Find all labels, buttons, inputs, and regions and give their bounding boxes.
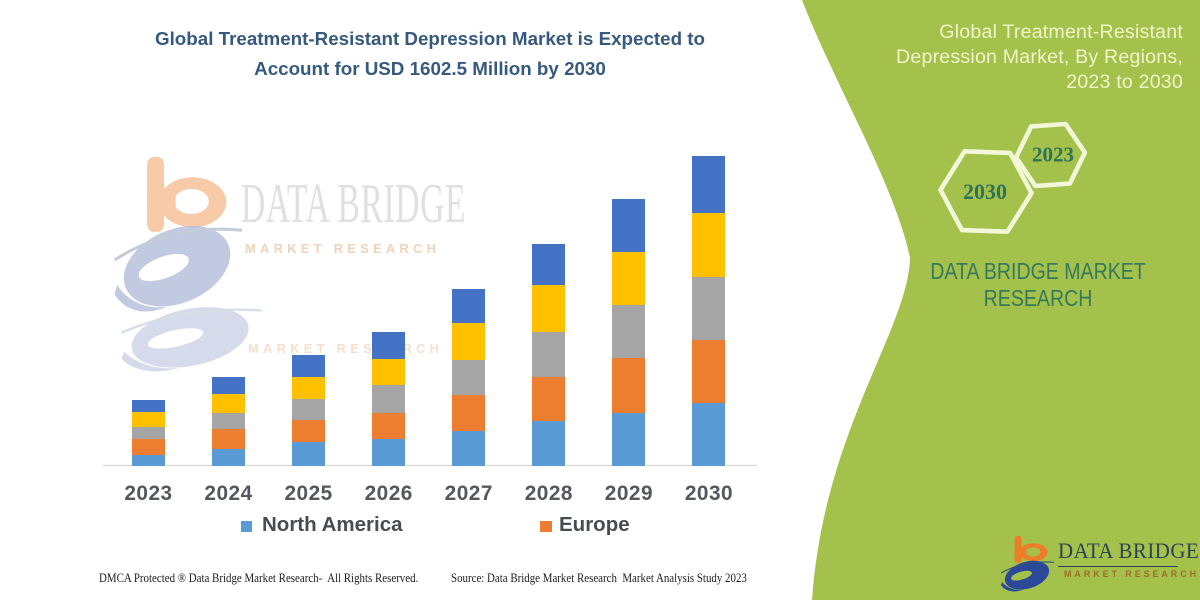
- bar-2023: [132, 399, 165, 466]
- bar-2023-segment-unlabeled-yellow: [132, 412, 165, 427]
- logo-brand-text: DATA BRIDGE: [1058, 538, 1199, 567]
- bar-2030-segment-north-america: [692, 402, 726, 466]
- bar-2028-segment-north-america: [532, 420, 566, 466]
- bar-2029-segment-north-america: [612, 412, 646, 466]
- watermark-logo: [113, 157, 264, 380]
- bar-2026: [372, 331, 406, 466]
- watermark-swoosh-icon: [113, 210, 244, 322]
- bar-2029-segment-europe: [612, 357, 646, 413]
- logo-text-block: DATA BRIDGE MARKET RESEARCH: [1058, 538, 1200, 579]
- right-panel-title-line2: Depression Market, By Regions,: [896, 46, 1183, 68]
- hexagon-2023-outline: [1013, 121, 1088, 189]
- bar-2024-segment-unlabeled-yellow: [212, 393, 246, 413]
- right-panel-title-line3: 2023 to 2030: [1066, 71, 1183, 93]
- bar-2027-segment-unlabeled-darkblue: [452, 288, 486, 323]
- x-axis-label-2030: 2030: [684, 482, 734, 505]
- bar-2028-segment-unlabeled-gray: [532, 332, 566, 378]
- bar-2024-segment-north-america: [212, 449, 246, 466]
- bar-2024-segment-europe: [212, 429, 246, 450]
- x-axis-label-2029: 2029: [604, 482, 654, 505]
- bar-2030-segment-unlabeled-gray: [692, 276, 726, 341]
- hexagon-2030-label: 2030: [963, 179, 1007, 204]
- hexagon-2023: 2023: [1013, 121, 1088, 189]
- bar-2024: [212, 377, 246, 466]
- bar-2030: [692, 155, 726, 466]
- hexagon-2030: 2030: [938, 149, 1034, 234]
- bar-2026-segment-unlabeled-gray: [372, 385, 406, 413]
- bar-2026-segment-unlabeled-yellow: [372, 359, 406, 386]
- bar-2023-segment-north-america: [132, 455, 165, 466]
- green-panel-shape: [802, 0, 1200, 600]
- bar-2029: [612, 199, 646, 466]
- bar-2024-segment-unlabeled-darkblue: [212, 377, 246, 394]
- watermark-subtext: MARKET RESEARCH: [245, 241, 441, 256]
- right-panel-brand-line2: RESEARCH: [983, 285, 1093, 311]
- bar-2027-segment-unlabeled-yellow: [452, 322, 486, 361]
- hexagon-2030-outline: [938, 149, 1034, 234]
- x-axis-label-2025: 2025: [284, 482, 333, 505]
- bar-2023-segment-unlabeled-darkblue: [132, 399, 165, 413]
- logo-sub-text: MARKET RESEARCH: [1064, 569, 1200, 579]
- chart-title-line2: Account for USD 1602.5 Million by 2030: [254, 58, 606, 79]
- bar-2026-segment-europe: [372, 412, 406, 440]
- bar-2027-segment-north-america: [452, 431, 486, 466]
- chart-title: Global Treatment-Resistant Depression Ma…: [80, 24, 780, 84]
- legend-swatch-north-america: [240, 520, 252, 532]
- bar-2028-segment-unlabeled-yellow: [532, 285, 566, 333]
- x-axis-label-2024: 2024: [204, 482, 253, 505]
- bar-2029-segment-unlabeled-yellow: [612, 251, 646, 306]
- bar-2025: [292, 355, 326, 466]
- bar-2025-segment-unlabeled-darkblue: [292, 355, 326, 378]
- bar-2023-segment-unlabeled-gray: [132, 426, 165, 440]
- watermark-b-icon: [147, 157, 227, 232]
- bar-2024-segment-unlabeled-gray: [212, 412, 246, 430]
- x-axis-label-2023: 2023: [124, 482, 173, 505]
- bar-2027: [452, 288, 486, 466]
- bar-2028-segment-europe: [532, 377, 566, 421]
- right-panel-title-line1: Global Treatment-Resistant: [939, 21, 1183, 43]
- x-axis-label-2026: 2026: [364, 482, 413, 505]
- bar-2027-segment-unlabeled-gray: [452, 360, 486, 395]
- bar-2029-segment-unlabeled-gray: [612, 305, 646, 358]
- right-panel-brand: DATA BRIDGE MARKET RESEARCH: [888, 260, 1188, 310]
- legend-swatch-europe: [540, 520, 552, 532]
- bar-2028: [532, 243, 566, 466]
- watermark-brand-text: DATA BRIDGE: [241, 173, 467, 235]
- bar-2030-segment-europe: [692, 340, 726, 403]
- bar-2029-segment-unlabeled-darkblue: [612, 199, 646, 252]
- footer-dmca-text: DMCA Protected ® Data Bridge Market Rese…: [99, 571, 419, 585]
- legend-label-north-america: North America: [262, 513, 403, 536]
- bar-2026-segment-unlabeled-darkblue: [372, 331, 406, 360]
- bar-2025-segment-unlabeled-yellow: [292, 377, 326, 399]
- bar-2025-segment-unlabeled-gray: [292, 398, 326, 420]
- bar-2027-segment-europe: [452, 394, 486, 432]
- chart-title-line1: Global Treatment-Resistant Depression Ma…: [154, 28, 706, 49]
- bar-2030-segment-unlabeled-darkblue: [692, 155, 726, 214]
- bar-2025-segment-north-america: [292, 442, 326, 466]
- bar-2030-segment-unlabeled-yellow: [692, 213, 726, 277]
- x-axis-label-2027: 2027: [444, 482, 493, 505]
- legend-label-europe: Europe: [559, 513, 630, 536]
- right-panel-title: Global Treatment-Resistant Depression Ma…: [763, 20, 1183, 95]
- hexagon-2023-label: 2023: [1032, 143, 1074, 167]
- bar-2023-segment-europe: [132, 439, 165, 456]
- right-panel-brand-line1: DATA BRIDGE MARKET: [930, 258, 1146, 284]
- watermark-subtext-2: MARKET RESEARCH: [248, 341, 444, 356]
- bar-2026-segment-north-america: [372, 439, 406, 466]
- bar-2028-segment-unlabeled-darkblue: [532, 243, 566, 286]
- bar-2025-segment-europe: [292, 419, 326, 443]
- x-axis-label-2028: 2028: [524, 482, 573, 505]
- footer-source-text: Source: Data Bridge Market Research Mark…: [451, 571, 747, 585]
